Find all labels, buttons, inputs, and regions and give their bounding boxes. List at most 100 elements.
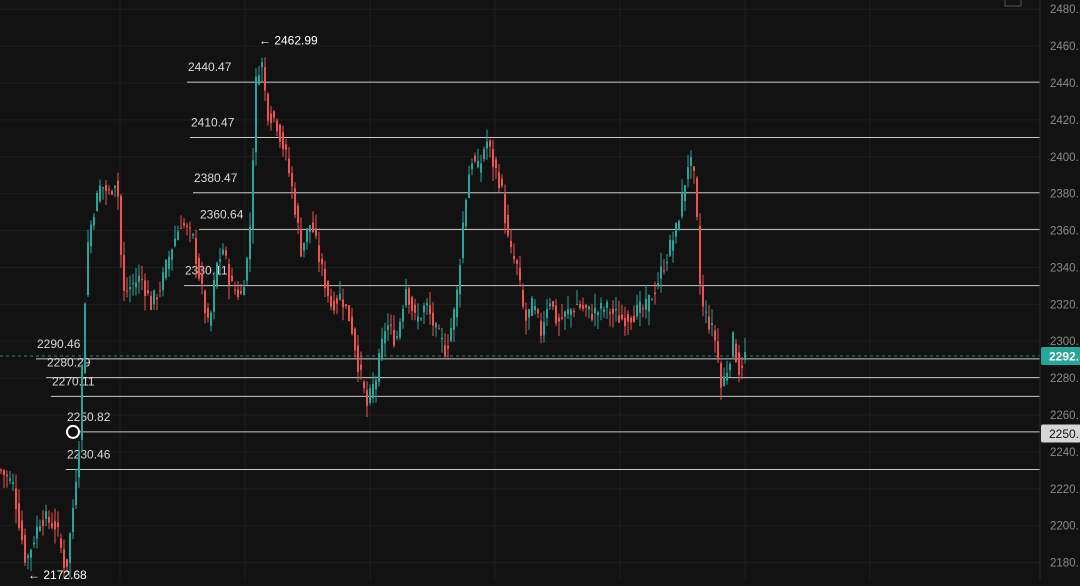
candle-body — [414, 304, 416, 313]
candle-body — [447, 346, 449, 349]
candle-body — [291, 173, 293, 187]
candle-body — [444, 345, 446, 357]
level-label: 2360.64 — [200, 207, 244, 221]
candle-body — [513, 255, 515, 260]
candle-body — [618, 315, 620, 323]
candle-body — [156, 297, 158, 300]
candle-body — [132, 283, 134, 285]
candle-body — [723, 376, 725, 386]
candle-body — [237, 289, 239, 298]
current-price-badge[interactable] — [1041, 346, 1080, 365]
candle-body — [171, 249, 173, 260]
candle-body — [324, 268, 326, 289]
candle-body — [702, 286, 704, 307]
candle-body — [228, 263, 230, 285]
candle-body — [714, 330, 716, 341]
candle-body — [588, 306, 590, 310]
candle-body — [21, 520, 23, 541]
candle-body — [501, 178, 503, 186]
candle-body — [435, 323, 437, 328]
toolbar-square-icon[interactable] — [1004, 0, 1022, 7]
candle-body — [393, 329, 395, 346]
candle-body — [177, 231, 179, 240]
candle-body — [348, 305, 350, 322]
candle-body — [420, 318, 422, 320]
candle-body — [213, 279, 215, 312]
candle-body — [87, 242, 89, 295]
candle-body — [465, 200, 467, 227]
candle-body — [510, 240, 512, 248]
candle-body — [192, 234, 194, 236]
candle-body — [288, 158, 290, 174]
candle-body — [489, 140, 491, 147]
candle-body — [582, 305, 584, 309]
candle-body — [636, 304, 638, 317]
candle-body — [243, 287, 245, 296]
candle-body — [381, 338, 383, 358]
candle-body — [372, 384, 374, 399]
candle-body — [126, 290, 128, 292]
candle-body — [285, 144, 287, 150]
candle-body — [600, 302, 602, 309]
level-drag-handle[interactable] — [66, 424, 80, 439]
candle-body — [456, 289, 458, 318]
candle-body — [573, 310, 575, 313]
candle-body — [432, 312, 434, 326]
candle-body — [234, 289, 236, 291]
candle-body — [75, 481, 77, 506]
candle-body — [180, 227, 182, 229]
candle-body — [114, 185, 116, 189]
candle-body — [123, 255, 125, 291]
candle-body — [522, 290, 524, 307]
price-axis-tick-label: 2340. — [1050, 262, 1079, 274]
candle-body — [534, 305, 536, 311]
candle-body — [183, 222, 185, 226]
current-price-label: 2292. — [1049, 349, 1079, 363]
level-label: 2230.46 — [67, 447, 111, 461]
candle-body — [483, 149, 485, 159]
candle-body — [528, 309, 530, 318]
candle-body — [543, 322, 545, 336]
candle-body — [165, 260, 167, 279]
candle-body — [198, 258, 200, 279]
candle-body — [54, 521, 56, 530]
candle-body — [438, 328, 440, 330]
candle-body — [207, 308, 209, 318]
candle-body — [33, 542, 35, 545]
candle-body — [666, 261, 668, 264]
candle-body — [264, 67, 266, 91]
candle-body — [219, 259, 221, 262]
price-axis-tick-label: 2240. — [1050, 447, 1079, 459]
marked-price-badge[interactable] — [1041, 424, 1080, 443]
candle-body — [351, 316, 353, 334]
candle-body — [105, 184, 107, 192]
candle-body — [363, 381, 365, 389]
candle-body — [342, 299, 344, 308]
candle-body — [741, 365, 743, 368]
price-axis-tick-label: 2460. — [1050, 41, 1079, 53]
candle-body — [144, 280, 146, 297]
candle-body — [6, 474, 8, 477]
candle-body — [60, 538, 62, 548]
candle-body — [450, 327, 452, 341]
candle-body — [669, 239, 671, 256]
candle-body — [390, 324, 392, 326]
candle-body — [603, 309, 605, 312]
candle-body — [345, 304, 347, 307]
chart-markers: ← 2462.99 ← 2172.68 — [28, 0, 1022, 582]
candle-body — [552, 301, 554, 307]
candle-body — [282, 132, 284, 150]
candle-body — [336, 298, 338, 304]
candle-body — [201, 273, 203, 284]
candle-body — [279, 124, 281, 142]
candle-body — [300, 228, 302, 257]
candle-body — [252, 160, 254, 229]
candle-body — [375, 380, 377, 390]
high-price-marker: ← 2462.99 — [259, 34, 318, 48]
candle-body — [627, 313, 629, 322]
candle-body — [51, 523, 53, 528]
candle-body — [720, 363, 722, 388]
candle-body — [657, 283, 659, 286]
